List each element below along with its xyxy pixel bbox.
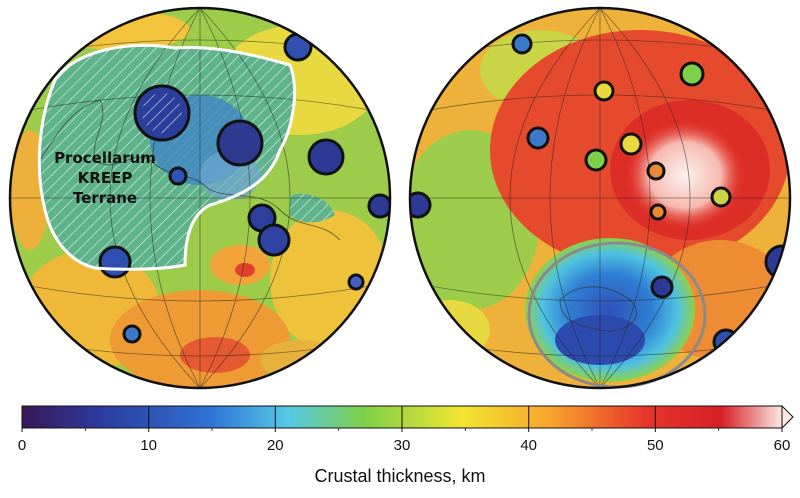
colorbar-tick-30: 30 bbox=[393, 437, 411, 454]
nearside-hemisphere: Procellarum KREEP Terrane bbox=[8, 6, 392, 390]
colorbar-tick-60: 60 bbox=[773, 437, 791, 454]
colorbar-tick-0: 0 bbox=[17, 437, 27, 454]
procellarum-kreep-terrane-outline bbox=[37, 43, 297, 271]
colorbar-tick-50: 50 bbox=[646, 437, 664, 454]
farside-hemisphere bbox=[408, 6, 792, 390]
colorbar-title: Crustal thickness, km bbox=[314, 466, 486, 486]
pkt-label-line-3: Terrane bbox=[73, 189, 137, 207]
pkt-label-line-1: Procellarum bbox=[54, 149, 156, 167]
colorbar-tick-40: 40 bbox=[520, 437, 538, 454]
colorbar-tick-10: 10 bbox=[140, 437, 158, 454]
colorbar-tick-20: 20 bbox=[266, 437, 284, 454]
pkt-label-line-2: KREEP bbox=[78, 169, 133, 187]
colorbar bbox=[21, 404, 794, 432]
